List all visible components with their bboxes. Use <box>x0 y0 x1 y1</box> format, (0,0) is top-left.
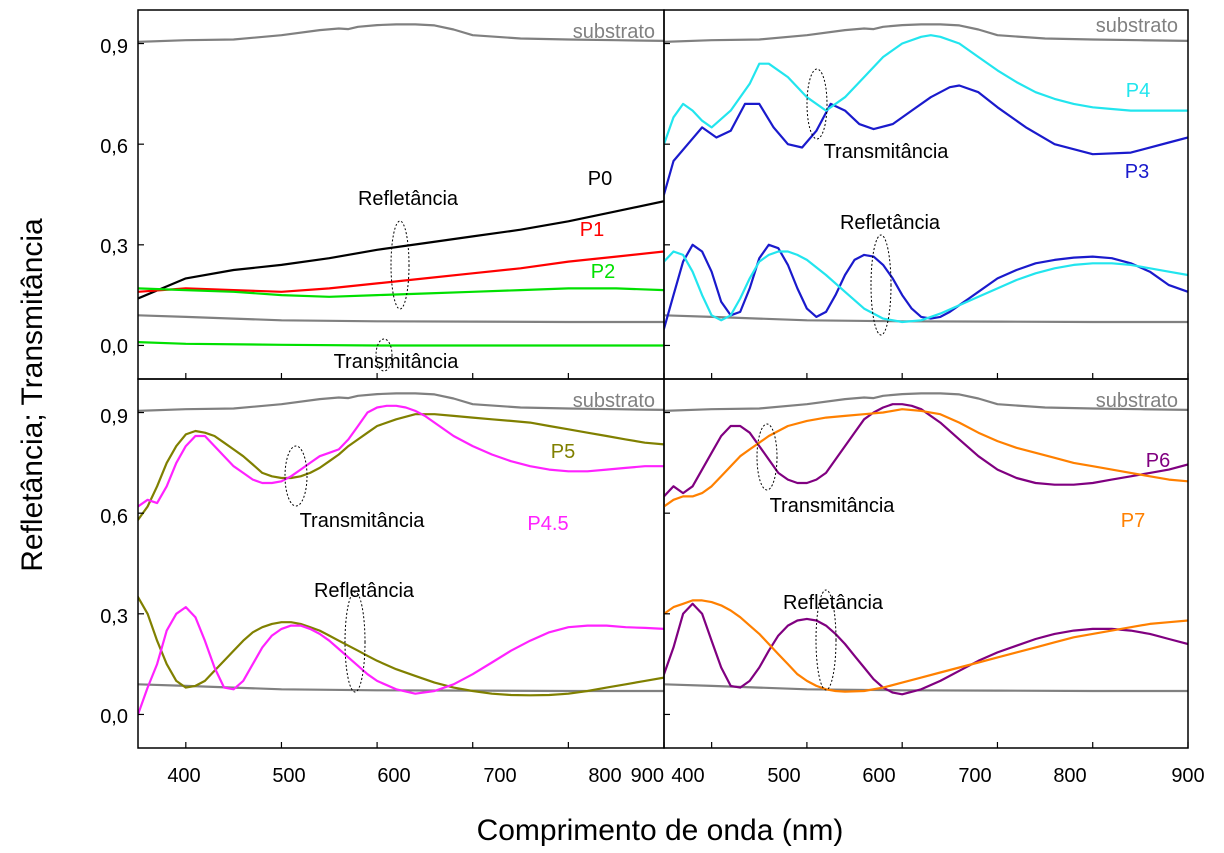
series-line-P4_5-transmittance <box>138 404 664 508</box>
series-line-substrato-reflectance <box>664 683 1188 693</box>
series-line-P1-reflectance <box>138 250 664 293</box>
annotation-transmitancia: Transmitância <box>334 351 460 373</box>
series-line-substrato-reflectance <box>138 314 664 324</box>
annotation-ellipse <box>344 591 366 693</box>
panel-frame <box>663 9 1189 380</box>
series-line-substrato-transmittance <box>664 392 1188 412</box>
annotation-ellipse <box>390 220 410 310</box>
x-tick-600-right: 600 <box>862 765 895 787</box>
series-label-P5: P5 <box>551 441 575 463</box>
series-line-substrato-transmittance <box>664 23 1188 43</box>
panel-frame <box>663 378 1189 749</box>
annotation-transmitancia: Transmitância <box>824 141 950 163</box>
series-line-P3-transmittance <box>664 84 1188 196</box>
annotation-substrato: substrato <box>1096 15 1178 37</box>
series-group <box>138 392 664 716</box>
y-tick-00-bottom: 0,0 <box>100 706 128 728</box>
series-line-P4_5-reflectance <box>138 606 664 716</box>
series-group <box>664 23 1188 330</box>
y-tick-03-top: 0,3 <box>100 236 128 258</box>
series-line-P7-transmittance <box>664 408 1188 508</box>
series-line-substrato-reflectance <box>664 314 1188 324</box>
annotation-ellipse <box>756 423 778 491</box>
x-tick-700-right: 700 <box>958 765 991 787</box>
series-line-P0-reflectance <box>138 200 664 300</box>
x-tick-400-left: 400 <box>167 765 200 787</box>
panel-frame <box>137 378 665 749</box>
annotation-ellipse <box>815 589 837 691</box>
tick-marks <box>664 411 1189 748</box>
y-tick-09-bottom: 0,9 <box>100 406 128 428</box>
series-label-P1: P1 <box>580 219 604 241</box>
series-line-P6-transmittance <box>664 403 1188 498</box>
y-tick-06-bottom: 0,6 <box>100 506 128 528</box>
y-tick-06-top: 0,6 <box>100 136 128 158</box>
annotation-substrato: substrato <box>573 390 655 412</box>
annotation-ellipse <box>870 234 892 336</box>
series-group <box>664 392 1188 696</box>
series-line-P3-reflectance <box>664 243 1188 330</box>
annotation-refletancia: Refletância <box>358 188 459 210</box>
y-tick-03-bottom: 0,3 <box>100 606 128 628</box>
series-line-P2-transmittance <box>138 341 664 347</box>
panel-bottom-right: substrato Refletância Transmitância P6 P7 <box>663 378 1189 749</box>
panel-top-right: substrato Refletância Transmitância P4 P3 <box>663 9 1189 380</box>
series-line-P2-reflectance <box>138 287 664 298</box>
x-tick-900-right: 900 <box>1171 765 1204 787</box>
series-line-P5-transmittance <box>138 413 664 521</box>
annotation-transmitancia: Transmitância <box>300 510 426 532</box>
series-line-P7-reflectance <box>664 599 1188 693</box>
tick-marks <box>138 42 665 379</box>
x-tick-500-right: 500 <box>767 765 800 787</box>
annotation-transmitancia: Transmitância <box>770 495 896 517</box>
series-label-P4_5: P4.5 <box>527 513 568 535</box>
x-tick-500-left: 500 <box>272 765 305 787</box>
series-label-P6: P6 <box>1146 450 1170 472</box>
annotation-refletancia: Refletância <box>783 592 884 614</box>
annotation-ellipse <box>375 338 393 372</box>
x-tick-600-left: 600 <box>377 765 410 787</box>
series-line-P6-reflectance <box>664 602 1188 696</box>
tick-marks <box>664 42 1189 379</box>
series-label-P2: P2 <box>591 261 615 283</box>
x-tick-700-left: 700 <box>483 765 516 787</box>
x-tick-900-left: 900 <box>631 765 664 787</box>
annotation-ellipse <box>806 68 828 140</box>
annotation-ellipse <box>284 445 308 507</box>
series-label-P4: P4 <box>1126 80 1150 102</box>
series-line-substrato-transmittance <box>138 392 664 412</box>
annotation-substrato: substrato <box>573 21 655 43</box>
series-label-P0: P0 <box>588 168 612 190</box>
y-tick-00-top: 0,0 <box>100 336 128 358</box>
annotation-refletancia: Refletância <box>314 580 415 602</box>
series-line-substrato-transmittance <box>138 23 664 43</box>
panel-bottom-left: substrato Refletância Transmitância P5 P4.5 <box>137 378 665 749</box>
annotation-refletancia: Refletância <box>840 212 941 234</box>
x-axis-label: Comprimento de onda (nm) <box>477 814 844 847</box>
series-group <box>138 23 664 347</box>
panel-top-left: substrato Refletância Transmitância P0 P1 P2 <box>137 9 665 380</box>
series-label-P7: P7 <box>1121 510 1145 532</box>
y-tick-09-top: 0,9 <box>100 36 128 58</box>
y-axis-label: Refletância; Transmitância <box>16 218 49 572</box>
tick-marks <box>138 411 665 748</box>
series-line-P5-reflectance <box>138 595 664 697</box>
x-tick-labels: 400 500 600 700 800 900 400 500 600 700 … <box>167 765 1204 787</box>
series-line-P4-reflectance <box>664 250 1188 324</box>
y-tick-labels: 0,0 0,3 0,6 0,9 0,0 0,3 0,6 0,9 <box>100 36 128 728</box>
x-tick-400-right: 400 <box>671 765 704 787</box>
x-tick-800-left: 800 <box>588 765 621 787</box>
annotation-substrato: substrato <box>1096 390 1178 412</box>
x-tick-800-right: 800 <box>1053 765 1086 787</box>
series-line-P4-transmittance <box>664 34 1188 146</box>
series-label-P3: P3 <box>1125 161 1149 183</box>
